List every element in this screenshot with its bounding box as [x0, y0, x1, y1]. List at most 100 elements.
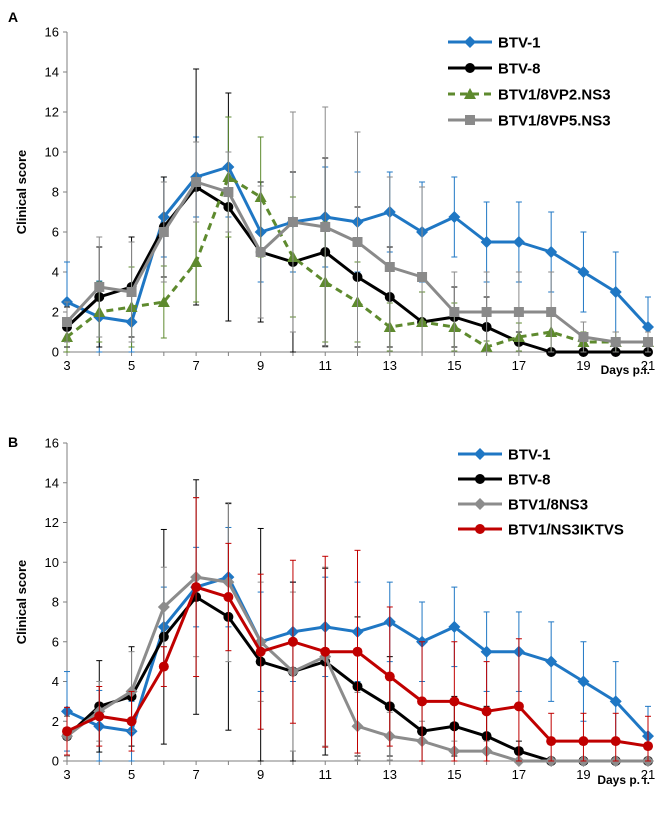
- data-point: [513, 307, 524, 317]
- chart-panel-a: A Clinical score Days p.i. 0 2 4 6 8 10 12 14 16…: [8, 9, 655, 377]
- y-tick-label: 4: [52, 265, 59, 280]
- legend-marker: [464, 88, 476, 99]
- series-BTV1/NS3IKTVS: [62, 497, 653, 762]
- y-tick-label: 6: [52, 634, 59, 649]
- x-tick-label: 3: [63, 358, 70, 373]
- data-point: [545, 246, 558, 258]
- x-tick-label: 21: [641, 358, 655, 373]
- data-point: [609, 286, 622, 298]
- y-tick-label: 8: [52, 595, 59, 610]
- data-point: [157, 600, 170, 613]
- y-tick-label: 2: [52, 305, 59, 320]
- data-point: [642, 321, 654, 333]
- x-tick-label: 17: [512, 767, 526, 782]
- legend-label: BTV-8: [498, 61, 541, 78]
- data-point: [546, 736, 557, 747]
- x-tick-label: 11: [318, 767, 332, 782]
- data-point: [513, 701, 524, 712]
- data-point: [610, 337, 621, 347]
- x-tick-label: 9: [257, 767, 264, 782]
- x-tick-label: 5: [128, 358, 135, 373]
- data-point: [610, 736, 621, 747]
- legend-marker: [464, 36, 476, 48]
- data-point: [223, 187, 234, 197]
- data-point: [191, 177, 202, 187]
- legend-entry: BTV1/8NS3: [458, 497, 588, 514]
- x-tick-label: 5: [128, 767, 135, 782]
- data-point: [126, 716, 137, 727]
- data-point: [62, 317, 72, 327]
- y-axis-label: Clinical score: [14, 560, 29, 645]
- x-tick-label: 19: [576, 358, 590, 373]
- data-point: [480, 236, 493, 248]
- data-point: [384, 262, 395, 272]
- data-point: [512, 236, 525, 248]
- data-point: [287, 636, 298, 647]
- y-tick-label: 12: [45, 515, 59, 530]
- y-tick-label: 0: [52, 754, 59, 769]
- panel-label: B: [8, 434, 18, 450]
- legend-label: BTV-8: [508, 472, 551, 489]
- chart-panel-b: B Clinical score Days p. i. 0 2 4 6 8 10 12 14 1…: [8, 434, 655, 787]
- data-point: [578, 332, 589, 342]
- y-tick-label: 16: [45, 436, 59, 451]
- legend-label: BTV1/8NS3: [508, 497, 588, 514]
- data-point: [352, 237, 363, 247]
- x-tick-label: 7: [192, 767, 199, 782]
- y-axis-label: Clinical score: [14, 150, 29, 235]
- data-point: [546, 307, 557, 317]
- legend-marker: [465, 63, 475, 73]
- data-point: [255, 247, 266, 257]
- legend-marker: [475, 524, 485, 534]
- x-axis-label: Days p. i.: [597, 773, 650, 787]
- data-point: [320, 646, 331, 657]
- data-point: [126, 287, 137, 297]
- y-tick-label: 6: [52, 225, 59, 240]
- x-tick-label: 17: [512, 358, 526, 373]
- x-tick-label: 13: [383, 767, 397, 782]
- data-point: [158, 227, 169, 237]
- data-point: [577, 266, 590, 278]
- data-point: [448, 620, 461, 633]
- legend-marker: [475, 474, 485, 484]
- data-point: [449, 696, 460, 707]
- legend-entry: BTV1/8VP2.NS3: [448, 87, 611, 104]
- legend-entry: BTV-1: [448, 35, 541, 52]
- legend-entry: BTV-8: [448, 61, 541, 78]
- data-point: [94, 711, 105, 722]
- data-point: [449, 307, 460, 317]
- data-point: [481, 307, 492, 317]
- legend-label: BTV-1: [498, 35, 541, 52]
- legend-label: BTV1/8VP5.NS3: [498, 113, 611, 130]
- data-point: [191, 582, 202, 593]
- x-tick-label: 15: [447, 358, 461, 373]
- x-tick-label: 21: [641, 767, 655, 782]
- data-point: [190, 256, 203, 267]
- x-tick-label: 7: [192, 358, 199, 373]
- y-tick-label: 16: [45, 25, 59, 40]
- legend-marker: [474, 448, 486, 460]
- data-point: [320, 222, 331, 232]
- series-BTV1/8VP5.NS3: [62, 106, 653, 353]
- legend-marker: [465, 115, 475, 125]
- y-tick-label: 4: [52, 674, 59, 689]
- data-point: [480, 645, 493, 658]
- data-point: [448, 211, 461, 223]
- y-tick-label: 10: [45, 555, 59, 570]
- data-point: [352, 646, 363, 657]
- x-tick-label: 11: [318, 358, 332, 373]
- panel-label: A: [8, 9, 18, 25]
- data-point: [577, 675, 590, 688]
- data-point: [643, 337, 653, 347]
- legend-label: BTV1/8VP2.NS3: [498, 87, 611, 104]
- data-point: [384, 671, 395, 682]
- legend-entry: BTV1/NS3IKTVS: [458, 522, 624, 539]
- x-tick-label: 19: [576, 767, 590, 782]
- data-point: [287, 217, 298, 227]
- data-point: [223, 592, 234, 603]
- y-tick-label: 14: [45, 65, 59, 80]
- x-axis-label: Days p.i.: [601, 363, 650, 377]
- data-point: [94, 282, 105, 292]
- legend-entry: BTV-1: [458, 447, 551, 464]
